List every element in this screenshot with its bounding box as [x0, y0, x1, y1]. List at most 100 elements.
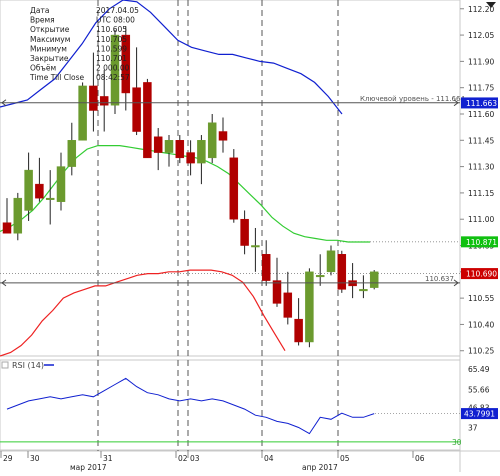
candle[interactable]	[369, 270, 379, 290]
rsi-settings-icon[interactable]	[1, 361, 9, 369]
info-value: 110.605	[96, 25, 127, 34]
bullish-candle-body	[359, 289, 368, 292]
candle[interactable]	[251, 227, 260, 272]
info-value: 110.705	[96, 35, 127, 44]
info-label: Объём	[30, 64, 56, 73]
price-tick-label: 111.30	[468, 163, 494, 172]
candle[interactable]	[261, 240, 271, 286]
rsi-tick-label: 55.66	[468, 385, 490, 394]
price-tick-label: 112.20	[468, 5, 494, 14]
candle[interactable]	[326, 245, 336, 276]
arrow-left-icon	[1, 279, 7, 287]
price-tick-label: 111.60	[468, 110, 494, 119]
candle[interactable]	[67, 122, 77, 176]
candle[interactable]	[359, 275, 368, 299]
price-tick-label: 110.55	[468, 294, 494, 303]
candle[interactable]	[272, 257, 282, 307]
price-tick-label: 110.40	[468, 320, 494, 329]
time-axis[interactable]: 29 30 31 02 03 04 05 06 мар 2017 апр 2017	[0, 451, 425, 472]
candle[interactable]	[153, 128, 163, 171]
candle[interactable]	[45, 170, 55, 225]
bearish-candle-body	[218, 131, 228, 141]
candle[interactable]	[283, 271, 293, 325]
rsi-tick-label: 37	[468, 424, 478, 433]
time-day-label: 02	[178, 454, 188, 463]
bearish-candle-body	[283, 292, 293, 318]
time-day-label: 04	[264, 454, 274, 463]
bearish-candle-body	[89, 85, 98, 111]
bollinger-lower-line	[0, 269, 286, 357]
candle[interactable]	[35, 157, 44, 202]
price-tick-label: 111.90	[468, 57, 494, 66]
candle[interactable]	[218, 117, 228, 153]
time-day-label: 29	[3, 454, 13, 463]
candle[interactable]	[24, 152, 33, 221]
rsi-panel[interactable]	[0, 359, 461, 451]
info-label: Открытие	[30, 25, 70, 34]
candle[interactable]	[164, 135, 174, 167]
price-axis[interactable]: 112.20 112.05 111.90 111.75 111.60 111.45 111.…	[460, 5, 498, 356]
candle[interactable]	[99, 70, 109, 132]
time-day-label: 06	[415, 454, 425, 463]
upper-band-price-tag[interactable]	[461, 236, 498, 248]
candle[interactable]	[13, 192, 23, 241]
info-panel: Дата 2017.04.05 Время UTC 08:00 Открытие 110.…	[29, 6, 139, 82]
bearish-candle-body	[186, 152, 195, 164]
time-day-label: 05	[340, 454, 350, 463]
time-day-label: 03	[190, 454, 200, 463]
price-tick-label: 110.25	[468, 347, 494, 356]
candle[interactable]	[78, 82, 87, 141]
bearish-candle-body	[229, 157, 239, 220]
candle[interactable]	[207, 113, 217, 164]
candle[interactable]	[240, 210, 249, 255]
price-tick-label: 111.00	[468, 215, 494, 224]
time-day-label: 30	[30, 454, 40, 463]
arrow-left-icon	[1, 99, 7, 107]
time-month-label: мар 2017	[70, 463, 107, 472]
candle[interactable]	[110, 29, 120, 114]
candle[interactable]	[305, 268, 314, 348]
bearish-candle-body	[132, 87, 141, 132]
bearish-candle-body	[121, 34, 131, 94]
rsi-tick-label: 46.83	[468, 403, 490, 412]
bullish-candle-body	[315, 275, 325, 278]
bullish-candle-body	[326, 250, 336, 273]
info-value: 2017.04.05	[96, 6, 139, 15]
bullish-candle-body	[24, 169, 33, 211]
rsi-axis[interactable]: 65.49 55.66 46.83 37 30 43.7991	[452, 365, 498, 447]
candle[interactable]	[337, 250, 347, 293]
rsi-current-tag[interactable]	[461, 408, 498, 420]
candle[interactable]	[143, 78, 152, 159]
candle[interactable]	[89, 52, 98, 132]
chevron-down-icon[interactable]	[486, 2, 496, 8]
bearish-candle-body	[143, 82, 152, 159]
bearish-candle-body	[240, 218, 249, 246]
info-label: Time Till Close	[29, 73, 85, 82]
rsi-line	[6, 377, 375, 435]
bearish-candle-body	[337, 254, 347, 290]
arrow-right-icon	[453, 99, 459, 107]
candle[interactable]	[229, 149, 239, 223]
candle[interactable]	[132, 47, 141, 136]
bullish-candle-body	[164, 140, 174, 153]
candle[interactable]	[2, 198, 12, 234]
bullish-candle-body	[56, 166, 66, 202]
last-price-price-tag[interactable]	[461, 268, 498, 280]
rsi-tick-label: 30	[452, 438, 462, 447]
info-value: 110.701	[96, 54, 127, 63]
bearish-candle-body	[99, 96, 109, 106]
candle[interactable]	[294, 298, 303, 346]
candle[interactable]	[186, 140, 195, 176]
rsi-current-tag-label: 43.7991	[464, 410, 495, 419]
candle[interactable]	[56, 152, 66, 211]
candle[interactable]	[175, 135, 185, 164]
horizontal-line-price-tag[interactable]	[461, 97, 498, 109]
candle[interactable]	[121, 26, 131, 111]
candle[interactable]	[197, 135, 206, 185]
info-label: Закрытие	[30, 54, 69, 63]
bullish-candle-body	[369, 271, 379, 288]
candle[interactable]	[315, 254, 325, 286]
bullish-candle-body	[45, 197, 55, 200]
